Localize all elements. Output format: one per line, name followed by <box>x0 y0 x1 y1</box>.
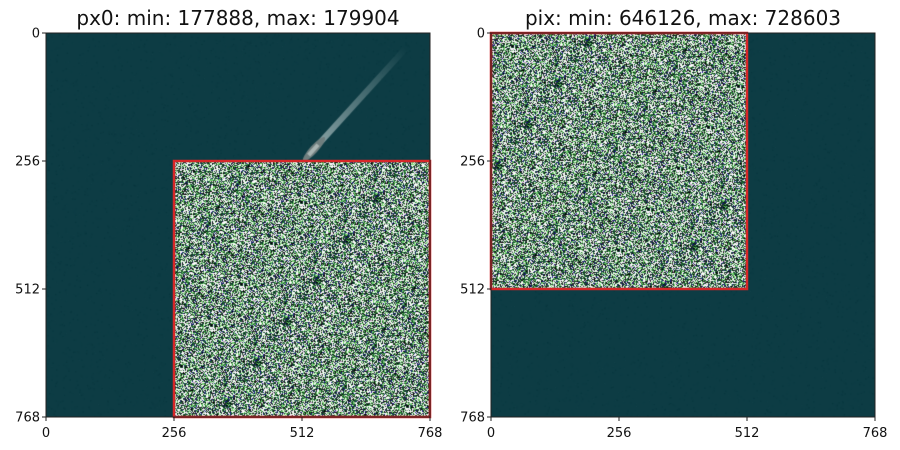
left-ytick-label-2: 512 <box>15 283 40 298</box>
right-ytick-label-1: 256 <box>460 155 485 170</box>
left-highlight-box <box>172 159 432 419</box>
left-xtick-label-0: 0 <box>42 426 50 441</box>
image-canvas-left <box>46 33 430 417</box>
left-xtick-label-3: 768 <box>418 426 443 441</box>
plot-area-left: 0 256 512 768 0 256 512 768 <box>15 27 442 442</box>
image-canvas-right <box>491 33 875 417</box>
chart-title-right: pix: min: 646126, max: 728603 <box>524 6 842 30</box>
left-ytick-label-1: 256 <box>15 155 40 170</box>
left-axes-frame <box>45 32 431 418</box>
right-axes-frame <box>490 32 876 418</box>
right-highlight-box <box>489 31 749 291</box>
right-ytick-label-3: 768 <box>460 411 485 426</box>
left-ytick-label-0: 0 <box>32 27 40 42</box>
plot-area-right: 0 256 512 768 0 256 512 768 <box>460 27 887 442</box>
left-xtick-label-1: 256 <box>162 426 187 441</box>
chart-title-left: px0: min: 177888, max: 179904 <box>76 6 400 30</box>
left-xtick-label-2: 512 <box>290 426 315 441</box>
right-xtick-label-1: 256 <box>607 426 632 441</box>
left-ytick-label-3: 768 <box>15 411 40 426</box>
right-ytick-label-0: 0 <box>477 27 485 42</box>
right-xtick-label-0: 0 <box>487 426 495 441</box>
right-xtick-label-3: 768 <box>863 426 888 441</box>
right-xtick-label-2: 512 <box>735 426 760 441</box>
right-ytick-label-2: 512 <box>460 283 485 298</box>
